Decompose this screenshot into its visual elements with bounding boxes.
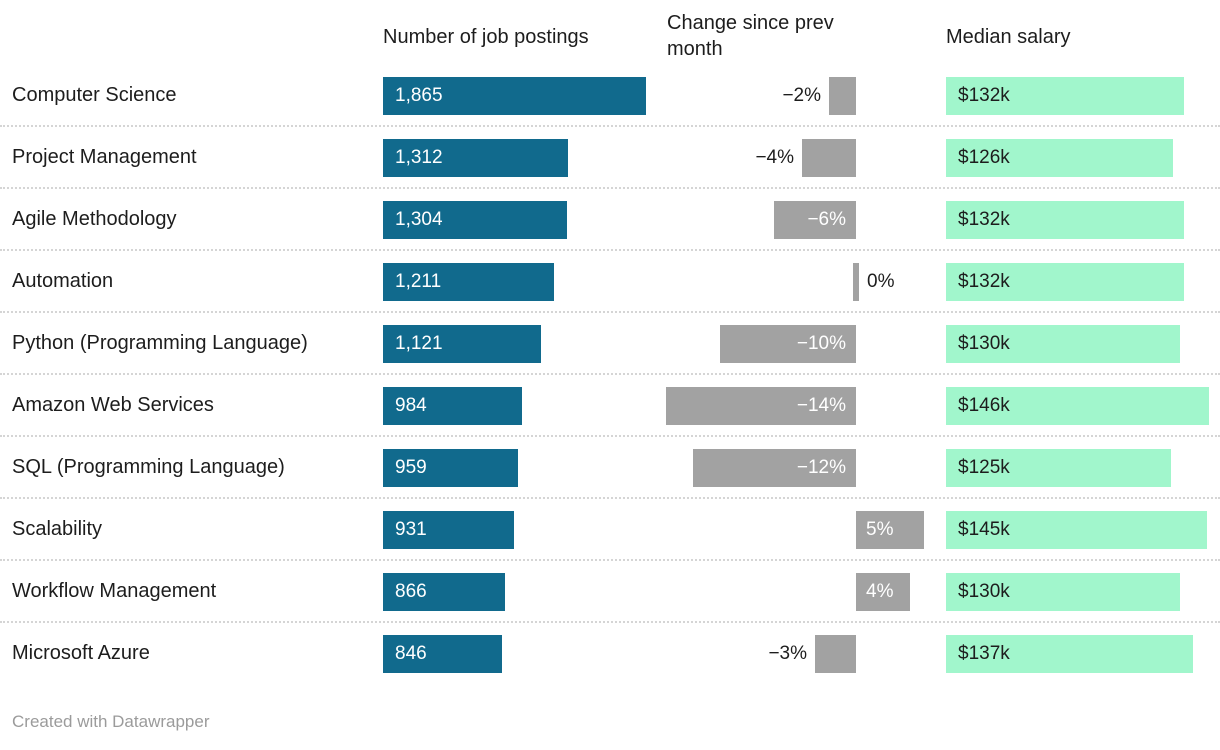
column-header-change: Change since prev month <box>667 12 834 60</box>
change-value: −12% <box>796 457 846 478</box>
salary-value: $132k <box>958 271 1010 292</box>
salary-value: $137k <box>958 643 1010 664</box>
change-value: −2% <box>782 85 821 106</box>
table-row: Project Management 1,312 −4% $126k <box>0 127 1220 189</box>
postings-value: 1,865 <box>395 85 443 106</box>
change-bar-zero <box>853 263 859 301</box>
postings-value: 931 <box>395 519 427 540</box>
change-bar: −10% <box>720 325 856 363</box>
salary-bar: $132k <box>946 77 1184 115</box>
table-row: Amazon Web Services 984 −14% $146k <box>0 375 1220 437</box>
salary-bar: $137k <box>946 635 1193 673</box>
postings-bar: 1,865 <box>383 77 646 115</box>
table-row: Computer Science 1,865 −2% $132k <box>0 65 1220 127</box>
change-value: 0% <box>867 271 895 292</box>
change-bar: 5% <box>856 511 924 549</box>
skill-label: Workflow Management <box>12 580 217 602</box>
change-value: −6% <box>807 209 846 230</box>
chart-footer: Created with Datawrapper <box>12 712 209 732</box>
skill-label: Python (Programming Language) <box>12 332 308 354</box>
postings-value: 1,211 <box>395 271 442 292</box>
table-row: Python (Programming Language) 1,121 −10% $1… <box>0 313 1220 375</box>
skill-label: Microsoft Azure <box>12 642 150 664</box>
postings-value: 866 <box>395 581 427 602</box>
salary-value: $130k <box>958 333 1010 354</box>
postings-value: 1,304 <box>395 209 443 230</box>
change-bar: −6% <box>774 201 856 239</box>
change-bar: −12% <box>693 449 856 487</box>
postings-bar: 866 <box>383 573 505 611</box>
salary-value: $132k <box>958 209 1010 230</box>
datawrapper-credit-link[interactable]: Created with Datawrapper <box>12 712 210 731</box>
salary-bar: $132k <box>946 201 1184 239</box>
salary-bar: $132k <box>946 263 1184 301</box>
column-header-salary: Median salary <box>946 26 1071 48</box>
change-value: −14% <box>796 395 846 416</box>
change-bar <box>829 77 856 115</box>
salary-bar: $145k <box>946 511 1207 549</box>
salary-bar: $146k <box>946 387 1209 425</box>
postings-bar: 1,121 <box>383 325 541 363</box>
salary-value: $146k <box>958 395 1010 416</box>
postings-bar: 846 <box>383 635 502 673</box>
postings-bar: 959 <box>383 449 518 487</box>
change-bar: 4% <box>856 573 910 611</box>
salary-value: $132k <box>958 85 1010 106</box>
change-value: 5% <box>866 519 894 540</box>
table-row: Workflow Management 866 4% $130k <box>0 561 1220 623</box>
skill-label: Amazon Web Services <box>12 394 214 416</box>
salary-value: $130k <box>958 581 1010 602</box>
change-value: 4% <box>866 581 894 602</box>
salary-bar: $125k <box>946 449 1171 487</box>
change-bar: −14% <box>666 387 856 425</box>
postings-bar: 1,304 <box>383 201 567 239</box>
table-body: Computer Science 1,865 −2% $132k Project Man… <box>0 65 1220 685</box>
postings-bar: 984 <box>383 387 522 425</box>
postings-value: 959 <box>395 457 427 478</box>
change-bar <box>802 139 856 177</box>
postings-bar: 1,312 <box>383 139 568 177</box>
skill-label: Automation <box>12 270 114 292</box>
skill-label: Computer Science <box>12 84 177 106</box>
table-row: Microsoft Azure 846 −3% $137k <box>0 623 1220 685</box>
skill-label: Agile Methodology <box>12 208 177 230</box>
salary-bar: $130k <box>946 573 1180 611</box>
postings-value: 984 <box>395 395 427 416</box>
postings-bar: 931 <box>383 511 514 549</box>
change-bar <box>815 635 856 673</box>
salary-value: $145k <box>958 519 1010 540</box>
skill-label: SQL (Programming Language) <box>12 456 285 478</box>
change-value: −10% <box>796 333 846 354</box>
table-row: SQL (Programming Language) 959 −12% $125k <box>0 437 1220 499</box>
postings-value: 846 <box>395 643 427 664</box>
column-headers: Number of job postings Change since prev… <box>0 0 1220 65</box>
change-value: −4% <box>755 147 794 168</box>
salary-value: $126k <box>958 147 1010 168</box>
table-row: Automation 1,211 0% $132k <box>0 251 1220 313</box>
salary-bar: $130k <box>946 325 1180 363</box>
table-row: Agile Methodology 1,304 −6% $132k <box>0 189 1220 251</box>
skill-label: Scalability <box>12 518 103 540</box>
postings-value: 1,121 <box>395 333 443 354</box>
postings-bar: 1,211 <box>383 263 554 301</box>
salary-bar: $126k <box>946 139 1173 177</box>
change-value: −3% <box>768 643 807 664</box>
column-header-postings: Number of job postings <box>383 26 589 48</box>
skill-label: Project Management <box>12 146 197 168</box>
postings-value: 1,312 <box>395 147 443 168</box>
salary-value: $125k <box>958 457 1010 478</box>
table-row: Scalability 931 5% $145k <box>0 499 1220 561</box>
